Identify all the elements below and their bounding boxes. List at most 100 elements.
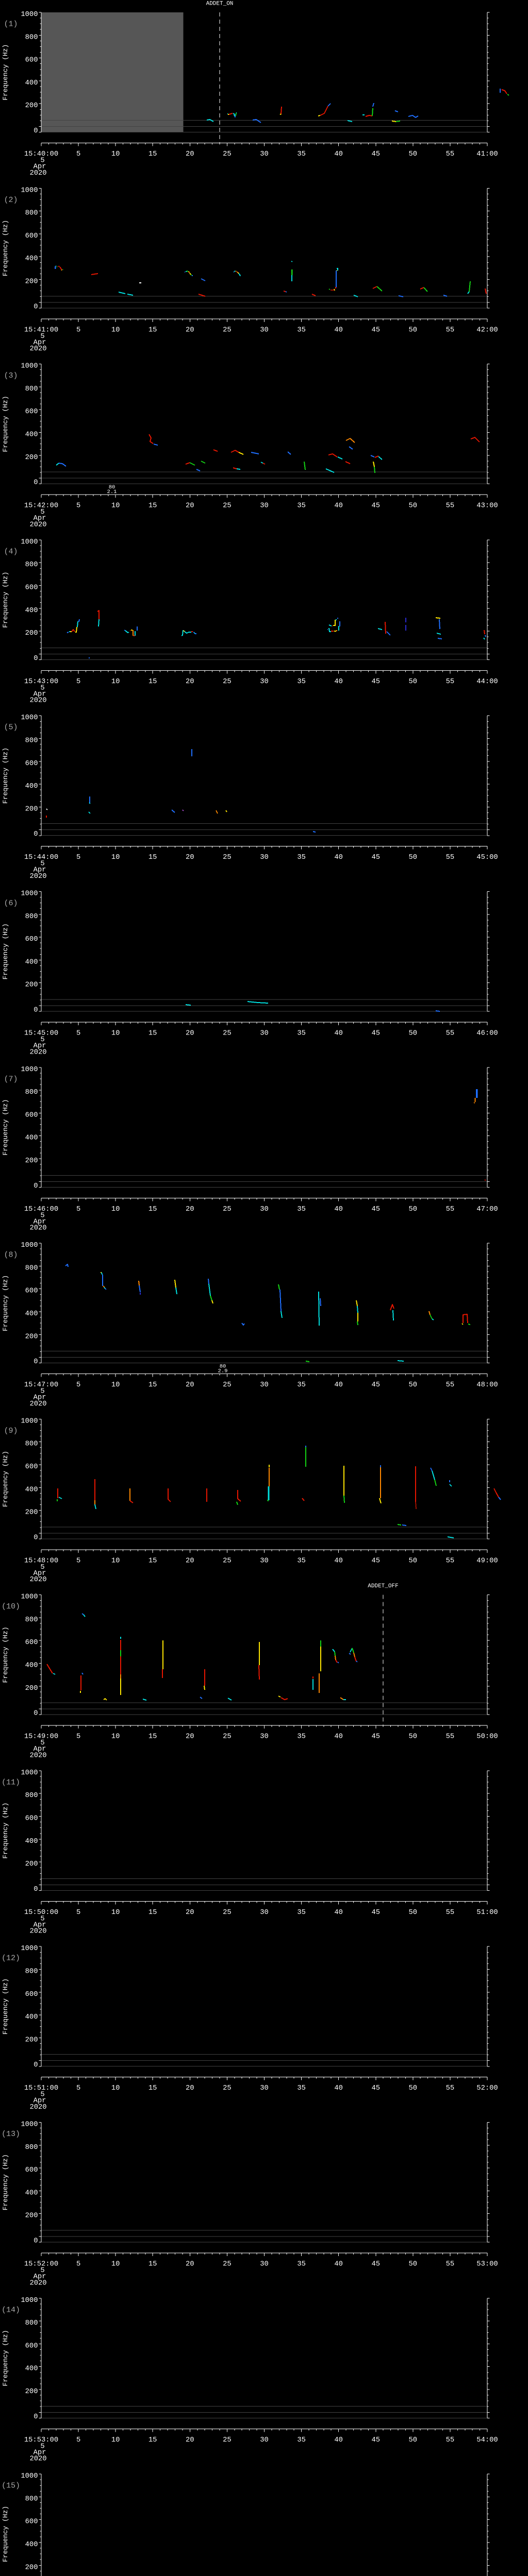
svg-text:400: 400 (25, 255, 38, 263)
svg-text:30: 30 (260, 1909, 269, 1917)
svg-text:35: 35 (297, 1557, 306, 1565)
svg-text:200: 200 (25, 1157, 38, 1165)
svg-text:40: 40 (334, 326, 343, 334)
svg-text:800: 800 (25, 33, 38, 41)
svg-text:35: 35 (297, 150, 306, 158)
svg-text:30: 30 (260, 1030, 269, 1038)
svg-text:5: 5 (76, 854, 80, 861)
svg-text:600: 600 (25, 1815, 38, 1823)
svg-text:15: 15 (148, 502, 157, 510)
svg-text:20: 20 (186, 150, 194, 158)
svg-text:2020: 2020 (29, 2279, 46, 2287)
svg-text:Apr: Apr (34, 1745, 46, 1753)
svg-text:45: 45 (372, 2261, 381, 2268)
svg-text:200: 200 (25, 2564, 38, 2571)
svg-text:1000: 1000 (21, 1417, 38, 1425)
svg-text:50: 50 (409, 1030, 418, 1038)
svg-text:15: 15 (148, 1909, 157, 1917)
svg-text:200: 200 (25, 102, 38, 110)
svg-text:54:00: 54:00 (476, 2436, 498, 2444)
svg-text:15: 15 (148, 2084, 157, 2092)
svg-text:45: 45 (372, 1381, 381, 1389)
svg-text:Apr: Apr (34, 1218, 46, 1226)
svg-text:50: 50 (409, 2261, 418, 2268)
svg-text:Apr: Apr (34, 2449, 46, 2456)
svg-text:50: 50 (409, 1733, 418, 1741)
svg-text:5: 5 (40, 509, 44, 516)
svg-text:400: 400 (25, 1838, 38, 1845)
svg-text:5: 5 (40, 1036, 44, 1044)
svg-text:5: 5 (40, 2443, 44, 2450)
svg-text:Apr: Apr (34, 1570, 46, 1578)
svg-text:35: 35 (297, 1733, 306, 1741)
svg-text:Apr: Apr (34, 163, 46, 171)
svg-text:600: 600 (25, 584, 38, 592)
svg-text:15: 15 (148, 1381, 157, 1389)
svg-text:35: 35 (297, 2084, 306, 2092)
svg-text:5: 5 (76, 1733, 80, 1741)
svg-text:1000: 1000 (21, 2121, 38, 2129)
svg-text:1000: 1000 (21, 363, 38, 370)
svg-text:Frequency (Hz): Frequency (Hz) (2, 923, 9, 979)
svg-text:55: 55 (446, 150, 455, 158)
svg-text:25: 25 (223, 678, 232, 686)
svg-text:45:00: 45:00 (476, 854, 498, 861)
svg-text:5: 5 (40, 1915, 44, 1923)
svg-text:25: 25 (223, 326, 232, 334)
svg-text:40: 40 (334, 854, 343, 861)
svg-text:5: 5 (76, 2084, 80, 2092)
svg-text:5: 5 (76, 326, 80, 334)
svg-text:200: 200 (25, 1509, 38, 1517)
svg-text:50: 50 (409, 2436, 418, 2444)
svg-text:15: 15 (148, 1206, 157, 1213)
svg-text:20: 20 (186, 1909, 194, 1917)
svg-text:1000: 1000 (21, 2472, 38, 2480)
svg-text:(13): (13) (2, 2130, 20, 2139)
svg-text:400: 400 (25, 1662, 38, 1670)
svg-text:10: 10 (111, 854, 120, 861)
svg-text:(1): (1) (4, 20, 18, 29)
svg-text:15:49:00: 15:49:00 (24, 1733, 58, 1741)
svg-text:600: 600 (25, 2166, 38, 2174)
svg-text:40: 40 (334, 150, 343, 158)
svg-text:0: 0 (34, 655, 38, 663)
svg-text:48:00: 48:00 (476, 1381, 498, 1389)
svg-text:45: 45 (372, 854, 381, 861)
svg-text:40: 40 (334, 678, 343, 686)
svg-text:50: 50 (409, 1381, 418, 1389)
svg-text:200: 200 (25, 278, 38, 286)
svg-text:30: 30 (260, 2436, 269, 2444)
svg-text:20: 20 (186, 1733, 194, 1741)
svg-text:1000: 1000 (21, 11, 38, 19)
svg-text:25: 25 (223, 150, 232, 158)
svg-text:50: 50 (409, 150, 418, 158)
svg-text:2020: 2020 (29, 1576, 46, 1584)
svg-text:50: 50 (409, 1557, 418, 1565)
svg-text:400: 400 (25, 2013, 38, 2021)
svg-text:2020: 2020 (29, 1225, 46, 1232)
svg-text:1000: 1000 (21, 890, 38, 898)
svg-text:35: 35 (297, 2436, 306, 2444)
svg-text:55: 55 (446, 2084, 455, 2092)
svg-text:5: 5 (40, 157, 44, 165)
svg-text:200: 200 (25, 2036, 38, 2044)
svg-text:600: 600 (25, 2342, 38, 2350)
svg-text:15: 15 (148, 854, 157, 861)
svg-text:10: 10 (111, 2436, 120, 2444)
svg-text:55: 55 (446, 326, 455, 334)
svg-text:Apr: Apr (34, 690, 46, 698)
svg-text:400: 400 (25, 783, 38, 790)
svg-text:20: 20 (186, 1557, 194, 1565)
svg-text:Frequency (Hz): Frequency (Hz) (2, 44, 9, 100)
svg-text:46:00: 46:00 (476, 1030, 498, 1038)
svg-text:40: 40 (334, 1030, 343, 1038)
svg-text:(4): (4) (4, 547, 18, 556)
svg-text:400: 400 (25, 79, 38, 87)
svg-text:55: 55 (446, 1381, 455, 1389)
svg-text:15:48:00: 15:48:00 (24, 1557, 58, 1565)
svg-text:30: 30 (260, 502, 269, 510)
svg-text:600: 600 (25, 1111, 38, 1119)
svg-text:800: 800 (25, 913, 38, 921)
svg-text:800: 800 (25, 1968, 38, 1976)
svg-text:400: 400 (25, 2541, 38, 2549)
